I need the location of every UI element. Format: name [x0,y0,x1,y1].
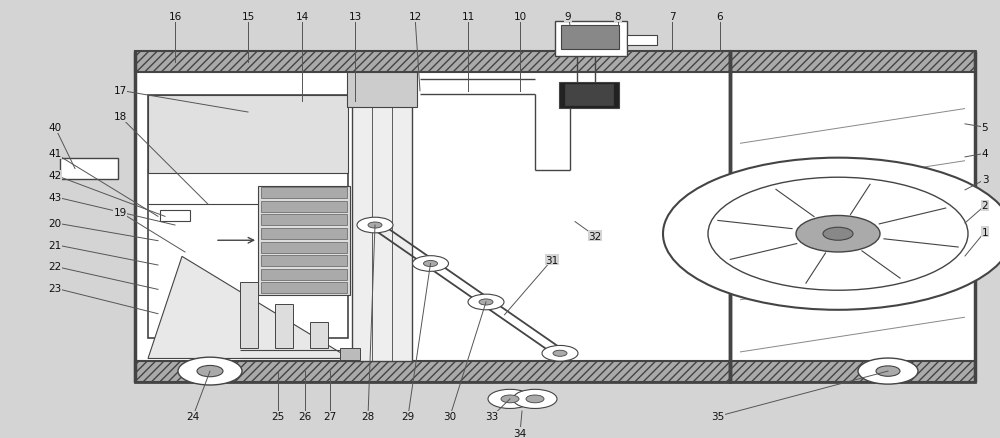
Bar [135,361,730,381]
Text: 11: 11 [461,12,475,22]
Text: 31: 31 [545,255,559,265]
Bar [565,85,613,106]
Text: 43: 43 [48,192,62,202]
Bar [310,322,328,348]
Bar [240,283,258,348]
Text: 14: 14 [295,12,309,22]
Bar [148,95,348,338]
Text: 21: 21 [48,240,62,250]
Bar [261,269,347,280]
Text: 20: 20 [48,219,62,228]
Bar [559,82,619,109]
Text: 15: 15 [241,12,255,22]
Bar [148,95,348,173]
Circle shape [858,358,918,384]
Bar [135,52,730,73]
Bar [261,242,347,253]
Text: 13: 13 [348,12,362,22]
Text: 27: 27 [323,411,337,421]
Circle shape [468,294,504,310]
Text: 12: 12 [408,12,422,22]
Bar [261,255,347,266]
Text: 18: 18 [113,112,127,122]
Polygon shape [148,257,350,359]
Bar [135,52,730,381]
Text: 26: 26 [298,411,312,421]
Text: 5: 5 [982,123,988,133]
Bar [730,52,975,381]
Bar [730,52,975,73]
Text: 34: 34 [513,428,527,438]
Bar [261,215,347,226]
Text: 30: 30 [443,411,457,421]
Text: 33: 33 [485,411,499,421]
Bar [261,229,347,240]
Circle shape [663,158,1000,310]
Text: 2: 2 [982,201,988,211]
Bar [352,73,412,361]
Bar [627,36,657,46]
Circle shape [479,299,493,305]
Circle shape [424,261,438,267]
Text: 23: 23 [48,283,62,293]
Circle shape [413,256,448,272]
Circle shape [368,223,382,229]
Bar [340,349,360,360]
Bar [261,201,347,212]
Bar [347,73,417,108]
Text: 32: 32 [588,231,602,241]
Bar [160,210,190,221]
Text: 25: 25 [271,411,285,421]
Circle shape [488,389,532,409]
Circle shape [796,216,880,252]
Bar [261,188,347,199]
Bar [555,22,627,57]
Text: 24: 24 [186,411,200,421]
Circle shape [876,366,900,376]
Text: 9: 9 [565,12,571,22]
Circle shape [553,350,567,357]
Text: 19: 19 [113,208,127,218]
Bar [261,283,347,293]
Bar [60,158,118,180]
Text: 7: 7 [669,12,675,22]
Text: 41: 41 [48,149,62,159]
Circle shape [197,366,223,377]
Bar [730,361,975,381]
Bar [258,187,350,295]
Text: 8: 8 [615,12,621,22]
Text: 16: 16 [168,12,182,22]
Text: 3: 3 [982,175,988,185]
Text: 6: 6 [717,12,723,22]
Bar [561,26,619,50]
Text: 10: 10 [513,12,527,22]
Text: 35: 35 [711,411,725,421]
Circle shape [542,346,578,361]
Bar [275,304,293,348]
Text: 1: 1 [982,227,988,237]
Circle shape [513,389,557,409]
Circle shape [501,395,519,403]
Text: 22: 22 [48,262,62,272]
Text: 42: 42 [48,171,62,180]
Text: 28: 28 [361,411,375,421]
Text: 17: 17 [113,86,127,96]
Text: 40: 40 [48,123,62,133]
Circle shape [178,357,242,385]
Circle shape [823,228,853,241]
Circle shape [357,218,393,233]
Text: 29: 29 [401,411,415,421]
Text: 4: 4 [982,149,988,159]
Circle shape [526,395,544,403]
